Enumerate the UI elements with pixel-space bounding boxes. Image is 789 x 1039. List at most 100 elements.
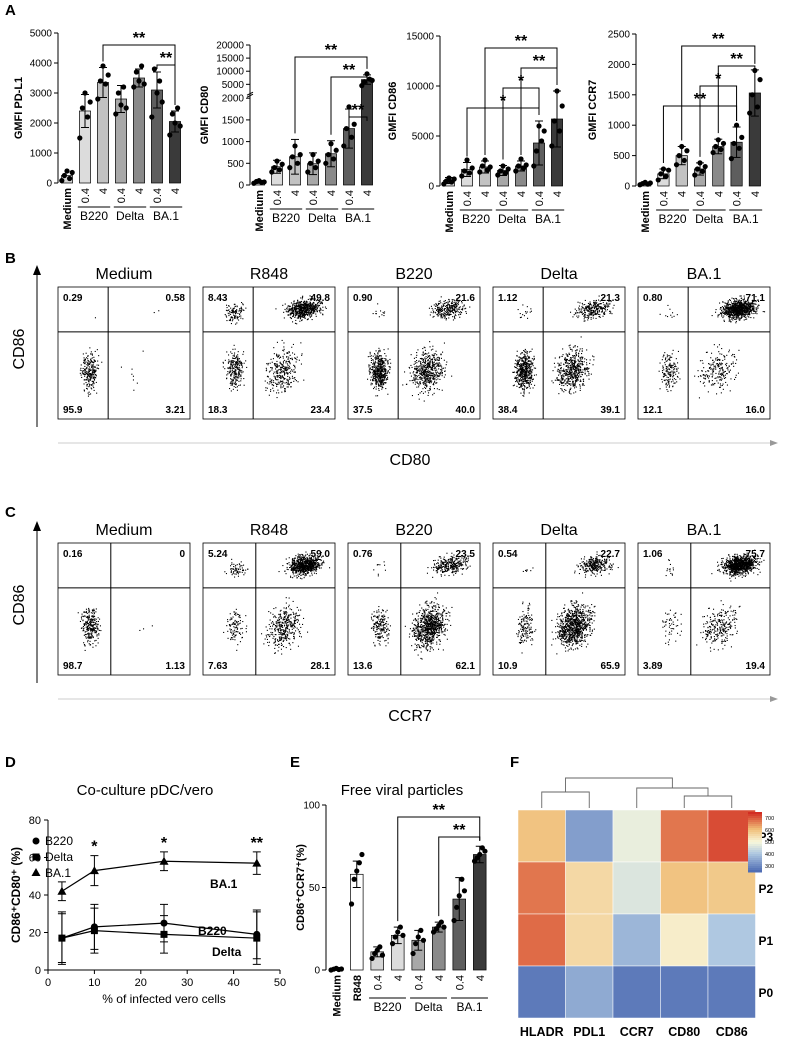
- data-point: [305, 169, 311, 175]
- event-dot: [444, 302, 446, 304]
- event-dot: [310, 299, 312, 301]
- significance-bracket: [717, 65, 756, 134]
- event-dot: [583, 361, 585, 363]
- event-dot: [458, 307, 460, 309]
- event-dot: [230, 384, 232, 386]
- event-dot: [421, 368, 423, 370]
- event-dot: [570, 361, 572, 363]
- event-dot: [83, 374, 85, 376]
- event-dot: [581, 384, 583, 386]
- event-dot: [283, 311, 285, 313]
- plot-title: Delta: [540, 266, 577, 283]
- event-dot: [420, 365, 422, 367]
- significance-bracket: [330, 76, 368, 135]
- event-dot: [318, 309, 320, 311]
- event-dot: [416, 362, 418, 364]
- event-dot: [440, 365, 442, 367]
- event-dot: [426, 370, 428, 372]
- plot-title: R848: [250, 266, 288, 283]
- event-dot: [581, 308, 583, 310]
- event-dot: [279, 356, 281, 358]
- event-dot: [228, 354, 230, 356]
- event-dot: [594, 313, 596, 315]
- event-dot: [313, 307, 315, 309]
- event-dot: [434, 367, 436, 369]
- event-dot: [226, 304, 228, 306]
- event-dot: [377, 352, 379, 354]
- event-dot: [285, 369, 287, 371]
- event-dot: [575, 371, 577, 373]
- event-dot: [382, 363, 384, 365]
- event-dot: [565, 360, 567, 362]
- event-dot: [91, 374, 93, 376]
- event-dot: [283, 342, 285, 344]
- event-dot: [588, 367, 590, 369]
- event-dot: [236, 375, 238, 377]
- event-dot: [556, 377, 558, 379]
- event-dot: [290, 308, 292, 310]
- event-dot: [519, 379, 521, 381]
- event-dot: [556, 370, 558, 372]
- event-dot: [380, 355, 382, 357]
- event-dot: [235, 378, 237, 380]
- event-dot: [450, 310, 452, 312]
- event-dot: [452, 305, 454, 307]
- event-dot: [526, 374, 528, 376]
- event-dot: [303, 305, 305, 307]
- event-dot: [572, 377, 574, 379]
- event-dot: [731, 318, 733, 320]
- event-dot: [569, 388, 571, 390]
- event-dot: [447, 307, 449, 309]
- event-dot: [435, 304, 437, 306]
- event-dot: [588, 307, 590, 309]
- event-dot: [378, 368, 380, 370]
- event-dot: [433, 353, 435, 355]
- event-dot: [376, 381, 378, 383]
- event-dot: [564, 383, 566, 385]
- event-dot: [425, 380, 427, 382]
- data-point: [154, 90, 160, 96]
- data-point: [177, 123, 183, 129]
- event-dot: [416, 382, 418, 384]
- event-dot: [287, 380, 289, 382]
- event-dot: [290, 382, 292, 384]
- event-dot: [368, 368, 370, 370]
- event-dot: [404, 371, 406, 373]
- event-dot: [92, 378, 94, 380]
- event-dot: [574, 368, 576, 370]
- data-point: [451, 176, 457, 182]
- event-dot: [378, 366, 380, 368]
- event-dot: [423, 381, 425, 383]
- event-dot: [88, 376, 90, 378]
- event-dot: [301, 320, 303, 322]
- event-dot: [579, 357, 581, 359]
- event-dot: [86, 384, 88, 386]
- event-dot: [437, 359, 439, 361]
- event-dot: [313, 307, 315, 309]
- event-dot: [225, 315, 227, 317]
- event-dot: [294, 309, 296, 311]
- event-dot: [410, 354, 412, 356]
- event-dot: [304, 310, 306, 312]
- event-dot: [599, 314, 601, 316]
- event-dot: [444, 370, 446, 372]
- data-point: [647, 180, 653, 186]
- event-dot: [523, 373, 525, 375]
- event-dot: [521, 380, 523, 382]
- event-dot: [239, 308, 241, 310]
- event-dot: [301, 353, 303, 355]
- event-dot: [235, 323, 237, 325]
- event-dot: [298, 305, 300, 307]
- event-dot: [381, 369, 383, 371]
- event-dot: [526, 365, 528, 367]
- event-dot: [277, 366, 279, 368]
- event-dot: [83, 357, 85, 359]
- event-dot: [592, 315, 594, 317]
- event-dot: [586, 367, 588, 369]
- event-dot: [595, 317, 597, 319]
- event-dot: [295, 302, 297, 304]
- event-dot: [749, 302, 751, 304]
- event-dot: [519, 356, 521, 358]
- event-dot: [92, 368, 94, 370]
- event-dot: [299, 311, 301, 313]
